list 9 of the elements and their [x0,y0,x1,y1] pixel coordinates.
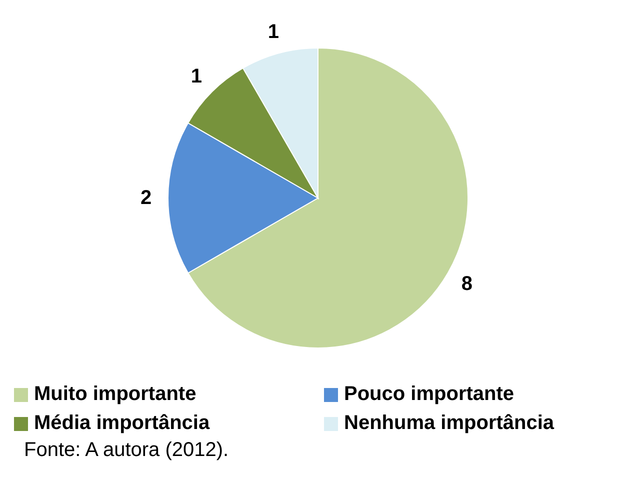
data-label: 1 [190,65,202,88]
legend-label: Muito importante [34,383,196,406]
data-label: 2 [140,187,152,209]
legend-label: Pouco importante [344,383,514,406]
data-label: 1 [268,20,280,43]
data-label: 8 [461,273,473,295]
legend-label: Média importância [34,412,210,435]
legend-label: Nenhuma importância [344,412,554,435]
source-note: Fonte: A autora (2012). [24,439,230,462]
